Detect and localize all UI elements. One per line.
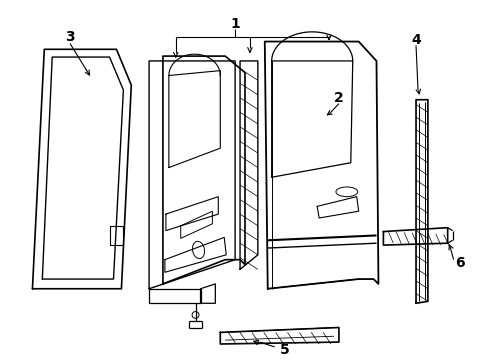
Text: 5: 5 xyxy=(279,343,289,357)
Text: 6: 6 xyxy=(454,256,464,270)
Text: 1: 1 xyxy=(230,17,240,31)
Text: 3: 3 xyxy=(65,30,75,44)
Text: 4: 4 xyxy=(410,33,420,46)
Text: 2: 2 xyxy=(333,91,343,105)
